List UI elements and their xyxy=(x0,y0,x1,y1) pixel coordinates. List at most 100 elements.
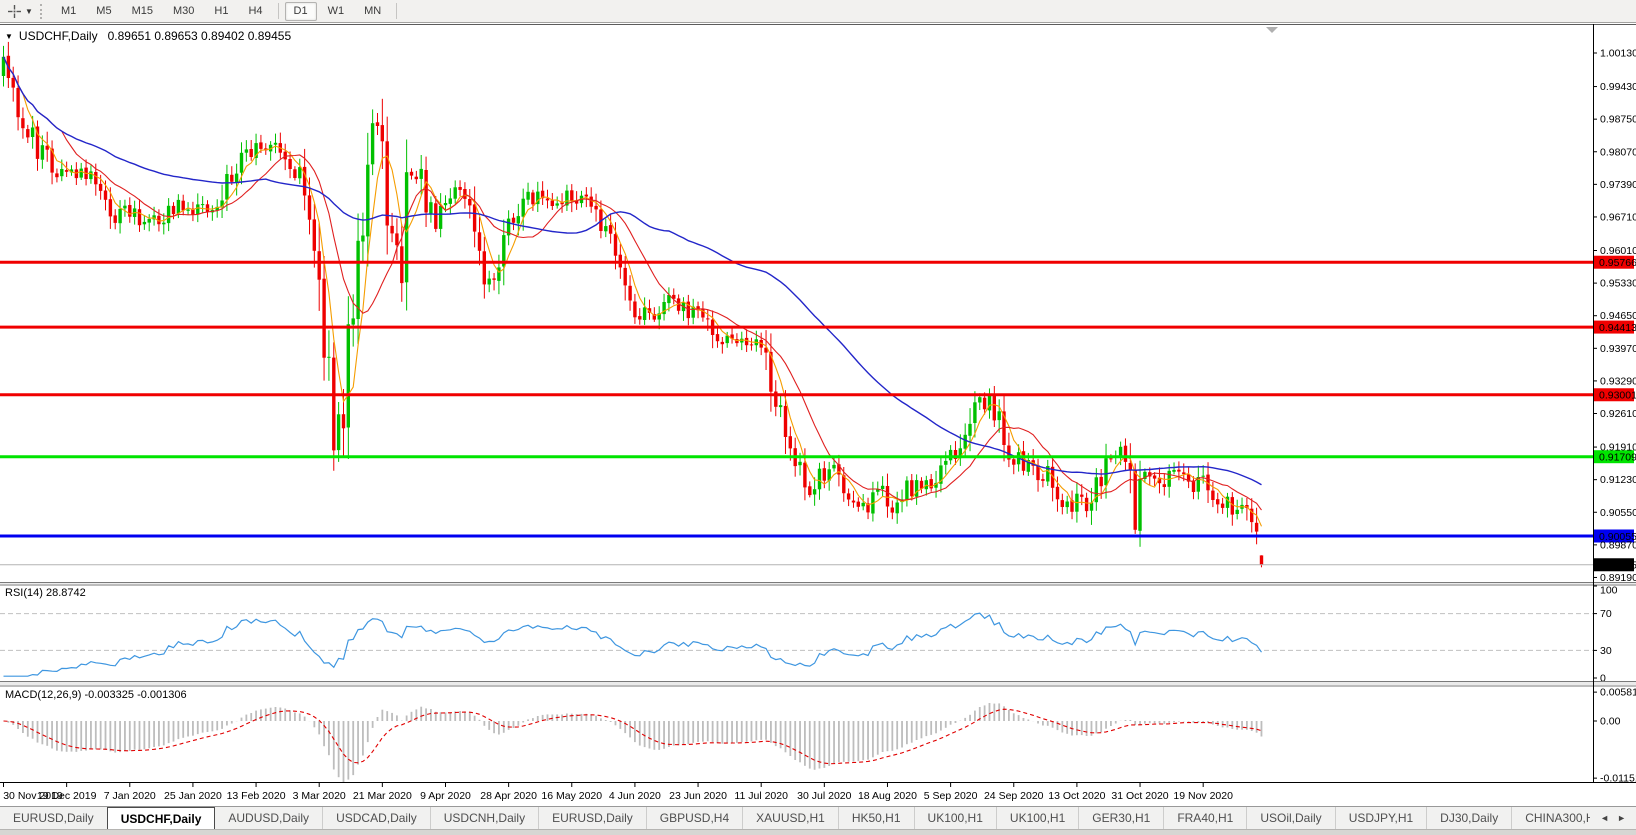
chart-title-ohlc: 0.89651 0.89653 0.89402 0.89455 xyxy=(107,29,292,43)
tab-scroll-left-icon[interactable]: ◄ xyxy=(1600,813,1610,823)
timeframe-button-m1[interactable]: M1 xyxy=(61,4,77,17)
date-axis-label: 23 Jun 2020 xyxy=(669,790,727,802)
chart-tab-china300-h1[interactable]: CHINA300,H1 xyxy=(1511,807,1590,829)
date-axis-label: 13 Oct 2020 xyxy=(1048,790,1105,802)
tab-scroll-controls: ◄ ► xyxy=(1590,807,1636,829)
macd-axis-label: -0.011514 xyxy=(1600,773,1636,785)
price-badge-label: 0.95766 xyxy=(1599,257,1636,269)
toolbar-separator xyxy=(277,3,279,19)
date-axis-label: 25 Jan 2020 xyxy=(164,790,222,802)
price-axis-label: 0.93970 xyxy=(1600,343,1636,355)
macd-axis-label: 0.005818 xyxy=(1600,687,1636,699)
date-axis-label: 9 Apr 2020 xyxy=(420,790,471,802)
timeframe-button-d1[interactable]: D1 xyxy=(284,1,317,21)
rsi-line xyxy=(3,612,1262,677)
chart-shift-marker-icon[interactable] xyxy=(1266,27,1278,33)
price-axis-label: 0.90550 xyxy=(1600,507,1636,519)
chart-tab-audusd-daily[interactable]: AUDUSD,Daily xyxy=(228,811,310,825)
chart-tab-usdcad-daily[interactable]: USDCAD,Daily xyxy=(322,807,430,829)
timeframe-button-group: M1 M5 M15 M30 H1 H4 D1 W1 MN xyxy=(51,0,402,23)
price-badge-label: 0.90055 xyxy=(1599,531,1636,543)
price-axis-label: 0.99430 xyxy=(1600,81,1636,93)
chart-tab-uk100-h1[interactable]: UK100,H1 xyxy=(913,807,996,829)
chart-tab-gbpusd-h4[interactable]: GBPUSD,H4 xyxy=(645,807,742,829)
chart-tab-dj30-daily[interactable]: DJ30,Daily xyxy=(1426,807,1511,829)
crosshair-tool-icon[interactable] xyxy=(5,2,23,20)
date-axis-label: 30 Jul 2020 xyxy=(797,790,851,802)
price-badge-label: 0.91709 xyxy=(1599,452,1636,464)
symbol-dropdown-icon[interactable]: ▼ xyxy=(5,31,13,41)
chart-tab-bar: EURUSD,Daily USDCHF,Daily AUDUSD,Daily USDC… xyxy=(0,806,1636,829)
toolbar-separator xyxy=(396,3,398,19)
price-chart-canvas[interactable]: 0.95766 0.94413 0.93001 0.91709 0.90055 0.894… xyxy=(0,24,1636,806)
chart-tab-ger30-h1[interactable]: GER30,H1 xyxy=(1078,807,1163,829)
date-axis-label: 11 Jul 2020 xyxy=(734,790,788,802)
rsi-indicator-label: RSI(14) 28.8742 xyxy=(5,587,86,599)
chart-tab-fra40-h1[interactable]: FRA40,H1 xyxy=(1163,807,1246,829)
toolbar: ▼ M1 M5 M15 M30 H1 H4 D1 W1 MN xyxy=(0,0,1636,23)
rsi-axis-label: 30 xyxy=(1600,645,1612,657)
date-axis-label: 19 Nov 2020 xyxy=(1173,790,1233,802)
chart-tab-usoil-daily[interactable]: USOil,Daily xyxy=(1246,807,1334,829)
ma-5-line xyxy=(3,56,1263,527)
price-axis-label: 0.96710 xyxy=(1600,211,1636,223)
date-axis-label: 28 Apr 2020 xyxy=(480,790,537,802)
price-axis-label: 0.98070 xyxy=(1600,146,1636,158)
chart-tab-hk50-h1[interactable]: HK50,H1 xyxy=(837,807,914,829)
tab-scroll-right-icon[interactable]: ► xyxy=(1617,813,1626,823)
chart-title-symbol: USDCHF,Daily xyxy=(18,29,98,43)
chart-tab-eurusd-daily[interactable]: EURUSD,Daily xyxy=(538,807,646,829)
price-axis-label: 0.89870 xyxy=(1600,539,1636,551)
price-badge-0.91709 xyxy=(1594,450,1634,464)
chart-tab-eurusd-daily[interactable]: EURUSD,Daily xyxy=(13,811,94,825)
rsi-axis-label: 70 xyxy=(1600,608,1612,620)
price-badge-0.90055 xyxy=(1594,529,1634,543)
toolbar-grip-handle[interactable] xyxy=(40,3,44,19)
timeframe-button-m15[interactable]: M15 xyxy=(131,4,153,17)
date-axis-label: 4 Jun 2020 xyxy=(609,790,661,802)
price-axis-label: 0.92610 xyxy=(1600,408,1636,420)
price-axis-label: 1.00130 xyxy=(1600,48,1636,60)
macd-histogram xyxy=(7,703,1263,782)
date-axis-label: 24 Sep 2020 xyxy=(984,790,1044,802)
bottom-status-strip xyxy=(0,829,1636,835)
chart-tab-xauusd-h1[interactable]: XAUUSD,H1 xyxy=(742,807,838,829)
price-badge-0.94413 xyxy=(1594,320,1634,334)
price-axis-label: 0.93290 xyxy=(1600,375,1636,387)
price-badge-0.93001 xyxy=(1594,388,1634,402)
date-axis-label: 7 Jan 2020 xyxy=(104,790,156,802)
price-axis-label: 0.96010 xyxy=(1600,245,1636,257)
current-price-badge-label: 0.89455 xyxy=(1599,560,1636,572)
date-axis-label: 3 Mar 2020 xyxy=(293,790,346,802)
ma-55-line xyxy=(2,56,1262,486)
price-badge-label: 0.94413 xyxy=(1599,322,1636,334)
price-axis-label: 0.98750 xyxy=(1600,114,1636,126)
timeframe-button-m30[interactable]: M30 xyxy=(172,4,195,17)
timeframe-button-h1[interactable]: H1 xyxy=(214,4,229,17)
price-axis-label: 0.94650 xyxy=(1600,310,1636,322)
price-axis-label: 0.89190 xyxy=(1600,572,1636,584)
chart-tab-usdjpy-h1[interactable]: USDJPY,H1 xyxy=(1334,807,1426,829)
timeframe-button-w1[interactable]: W1 xyxy=(327,4,345,17)
chart-tab-usdcnh-daily[interactable]: USDCNH,Daily xyxy=(429,807,538,829)
rsi-axis-label: 0 xyxy=(1600,673,1606,685)
macd-axis-label: 0.00 xyxy=(1600,716,1621,728)
panel-splitter[interactable] xyxy=(0,583,1636,584)
price-axis-label: 0.91230 xyxy=(1600,474,1636,486)
date-axis-label: 19 Dec 2019 xyxy=(37,790,97,802)
timeframe-button-mn[interactable]: MN xyxy=(364,4,382,17)
price-axis-label: 0.95330 xyxy=(1600,278,1636,290)
timeframe-button-h4[interactable]: H4 xyxy=(248,4,263,17)
chart-tab-uk100-h1[interactable]: UK100,H1 xyxy=(995,807,1078,829)
chart-background xyxy=(0,24,1636,806)
toolbar-dropdown-arrow-icon[interactable]: ▼ xyxy=(25,6,33,16)
timeframe-button-m5[interactable]: M5 xyxy=(96,4,112,17)
date-axis-label: 5 Sep 2020 xyxy=(924,790,978,802)
chart-tab-usdchf-daily[interactable]: USDCHF,Daily xyxy=(106,807,216,829)
panel-splitter[interactable] xyxy=(0,682,1636,685)
current-price-badge xyxy=(1594,558,1634,572)
price-badge-0.95766 xyxy=(1594,255,1634,269)
date-axis-label: 30 Nov 2019 xyxy=(3,790,63,802)
date-axis-label: 13 Feb 2020 xyxy=(227,790,286,802)
